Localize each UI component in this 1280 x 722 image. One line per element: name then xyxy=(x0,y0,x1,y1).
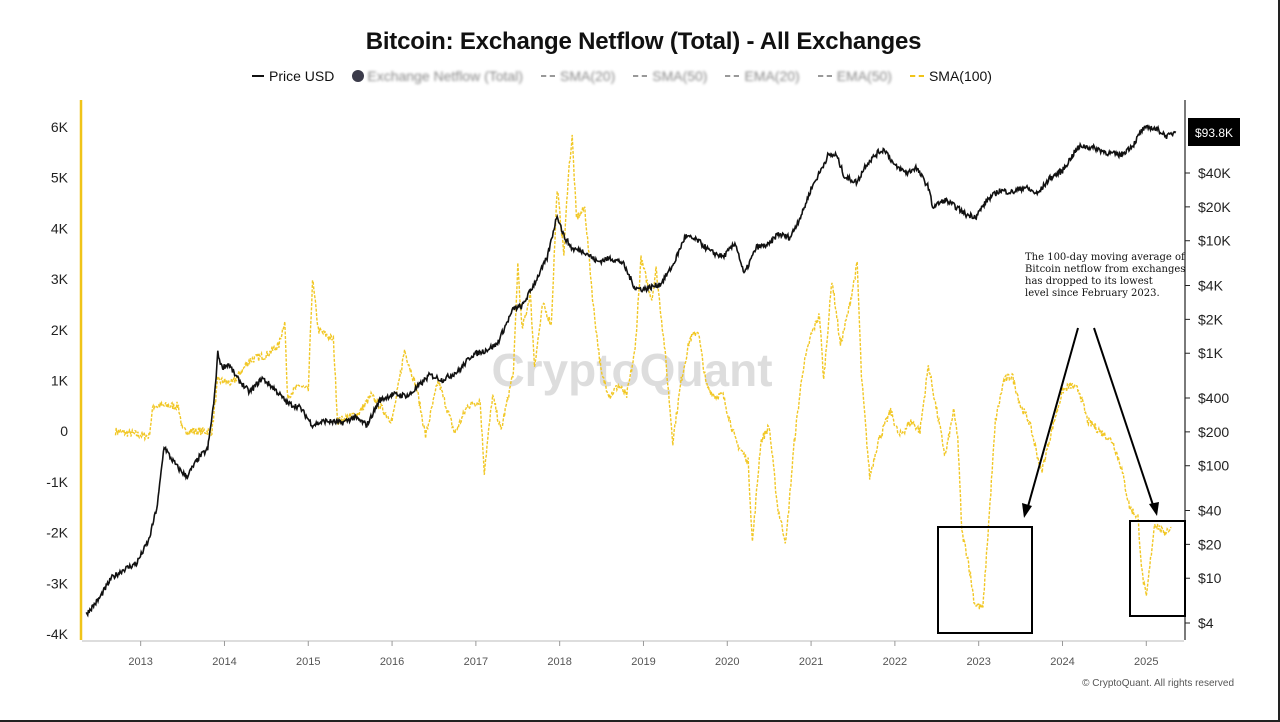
price-badge: $93.8K xyxy=(1188,118,1240,146)
left-tick-label: -3K xyxy=(46,575,68,591)
x-tick-label: 2020 xyxy=(715,656,739,668)
left-tick-label: 0 xyxy=(60,423,68,439)
annotation-line: level since February 2023. xyxy=(1025,288,1160,299)
legend-item-ema20[interactable]: EMA(20) xyxy=(725,68,800,84)
x-tick-label: 2022 xyxy=(883,656,907,668)
right-tick-label: $20K xyxy=(1198,199,1231,215)
x-tick-label: 2017 xyxy=(464,656,488,668)
legend-dash-icon xyxy=(909,75,924,77)
legend-dash-icon xyxy=(633,75,648,77)
legend-label: EMA(50) xyxy=(836,68,892,84)
x-tick-label: 2018 xyxy=(547,656,571,668)
left-tick-label: 2K xyxy=(51,322,69,338)
left-tick-label: 1K xyxy=(51,373,69,389)
legend-label: SMA(50) xyxy=(652,68,708,84)
arrow-line-left xyxy=(1026,327,1079,511)
copyright-text: © CryptoQuant. All rights reserved xyxy=(1082,678,1234,689)
highlight-box-2023 xyxy=(937,526,1033,634)
annotation-layer: The 100-day moving average of Bitcoin net… xyxy=(937,252,1186,634)
legend-label: Price USD xyxy=(269,68,335,84)
chart-legend: Price USD Exchange Netflow (Total) SMA(2… xyxy=(252,66,1010,86)
legend-dash-icon xyxy=(541,75,555,77)
right-tick-label: $200 xyxy=(1198,424,1229,440)
annotation-text: The 100-day moving average of Bitcoin net… xyxy=(1025,252,1186,299)
legend-dash-icon xyxy=(725,75,740,77)
legend-item-sma50[interactable]: SMA(50) xyxy=(633,68,707,84)
x-tick-label: 2025 xyxy=(1134,656,1158,668)
price-badge-bg xyxy=(1188,118,1240,146)
right-tick-label: $10K xyxy=(1198,233,1231,249)
left-tick-label: -2K xyxy=(46,525,68,541)
legend-label: EMA(20) xyxy=(744,68,800,84)
right-tick-label: $40 xyxy=(1198,503,1222,519)
x-tick-label: 2021 xyxy=(799,656,823,668)
legend-dot-icon xyxy=(352,70,365,82)
right-tick-label: $100 xyxy=(1198,458,1229,474)
x-tick-label: 2015 xyxy=(296,656,320,668)
right-tick-label: $10 xyxy=(1198,570,1222,586)
x-tick-label: 2014 xyxy=(212,656,236,668)
sma100-line xyxy=(114,134,1172,610)
right-tick-label: $2K xyxy=(1198,311,1224,327)
right-tick-label: $40K xyxy=(1198,165,1231,181)
legend-item-price[interactable]: Price USD xyxy=(252,68,334,84)
x-tick-label: 2024 xyxy=(1050,656,1074,668)
series-layer xyxy=(85,124,1177,618)
arrow-head-left-icon xyxy=(1022,503,1032,518)
right-tick-label: $4K xyxy=(1198,278,1224,294)
x-axis: 2013 2014 2015 2016 2017 2018 2019 2020 2021 2022… xyxy=(82,640,1184,668)
chart-title: Bitcoin: Exchange Netflow (Total) - All … xyxy=(365,28,922,55)
left-tick-label: -1K xyxy=(46,474,68,490)
legend-label: SMA(100) xyxy=(928,68,992,84)
highlight-box-2025 xyxy=(1129,520,1186,617)
legend-label: SMA(20) xyxy=(560,68,616,84)
legend-dash-icon xyxy=(817,75,832,77)
x-tick-label: 2016 xyxy=(380,656,404,668)
price-badge-text: $93.8K xyxy=(1195,126,1233,140)
left-tick-label: 5K xyxy=(51,170,69,186)
legend-item-sma100[interactable]: SMA(100) xyxy=(909,68,992,84)
annotation-line: has dropped to its lowest xyxy=(1025,276,1153,287)
left-tick-label: 3K xyxy=(51,271,69,287)
left-axis: 6K 5K 4K 3K 2K 1K 0 -1K -2K -3K -4K xyxy=(46,100,83,642)
annotation-line: Bitcoin netflow from exchanges xyxy=(1025,264,1185,275)
arrow-head-right-icon xyxy=(1149,502,1159,516)
x-tick-label: 2019 xyxy=(631,656,655,668)
legend-line-icon xyxy=(252,75,264,77)
right-tick-label: $4 xyxy=(1198,615,1214,631)
right-tick-label: $20 xyxy=(1198,536,1222,552)
price-usd-line xyxy=(85,124,1177,618)
right-tick-label: $400 xyxy=(1198,390,1229,406)
annotation-line: The 100-day moving average of xyxy=(1025,252,1186,263)
legend-item-netflow[interactable]: Exchange Netflow (Total) xyxy=(352,68,523,84)
x-tick-label: 2013 xyxy=(128,656,152,668)
right-tick-label: $1K xyxy=(1198,345,1224,361)
arrow-line-right xyxy=(1093,327,1155,509)
legend-item-sma20[interactable]: SMA(20) xyxy=(541,68,615,84)
legend-item-ema50[interactable]: EMA(50) xyxy=(817,68,892,84)
left-tick-label: 6K xyxy=(51,119,69,135)
x-tick-label: 2023 xyxy=(966,656,990,668)
legend-label: Exchange Netflow (Total) xyxy=(367,68,523,84)
left-tick-label: -4K xyxy=(46,626,68,642)
right-axis: $40K $20K $10K $4K $2K $1K $400 $200 $100 $40 $20 $… xyxy=(1184,100,1231,640)
left-tick-label: 4K xyxy=(51,220,69,236)
